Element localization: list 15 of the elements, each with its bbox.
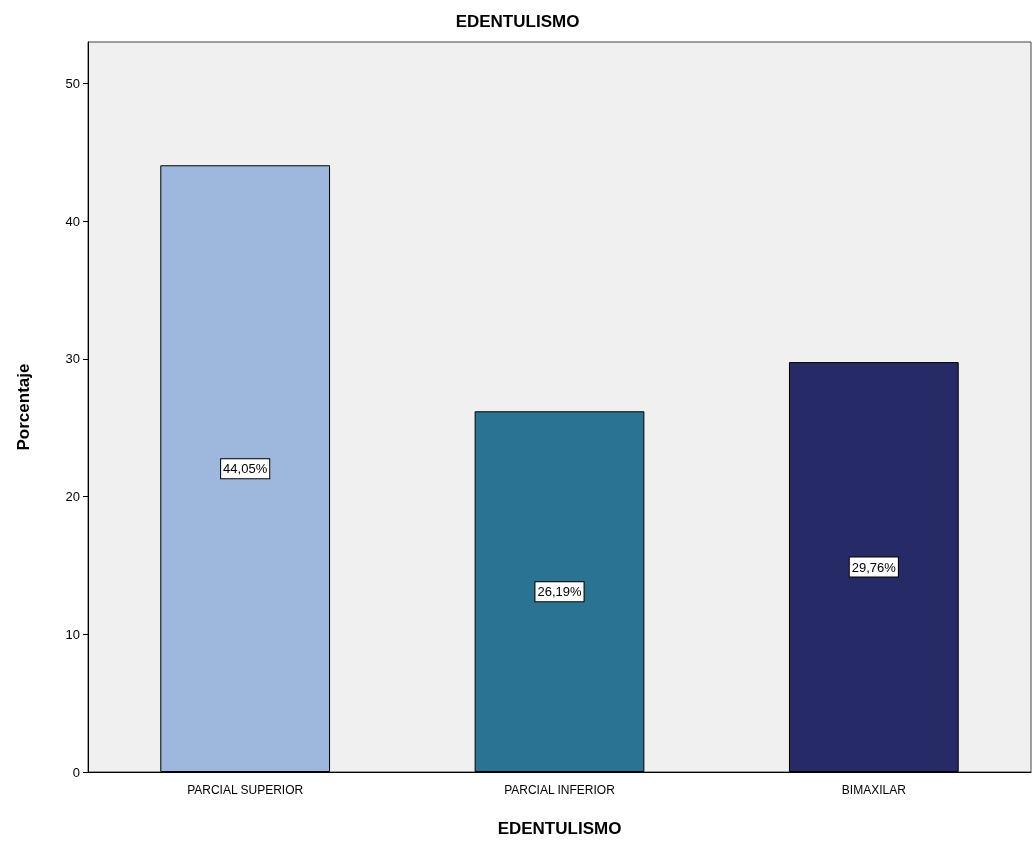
- x-tick-label: PARCIAL SUPERIOR: [187, 783, 304, 797]
- y-axis-title: Porcentaje: [14, 363, 33, 451]
- data-label: 29,76%: [851, 559, 897, 575]
- data-label: 44,05%: [223, 461, 268, 477]
- data-label: 26,19%: [537, 584, 582, 600]
- x-tick-label: PARCIAL INFERIOR: [504, 783, 616, 797]
- y-tick-label: 20: [65, 489, 80, 505]
- y-tick-label: 0: [72, 764, 80, 780]
- x-tick-label: BIMAXILAR: [841, 783, 907, 797]
- y-tick-label: 50: [65, 75, 80, 91]
- chart-title: EDENTULISMO: [455, 12, 580, 31]
- y-tick-label: 10: [65, 626, 80, 642]
- y-tick-label: 30: [65, 351, 80, 367]
- y-tick-label: 40: [65, 213, 80, 229]
- x-axis-title: EDENTULISMO: [497, 819, 622, 838]
